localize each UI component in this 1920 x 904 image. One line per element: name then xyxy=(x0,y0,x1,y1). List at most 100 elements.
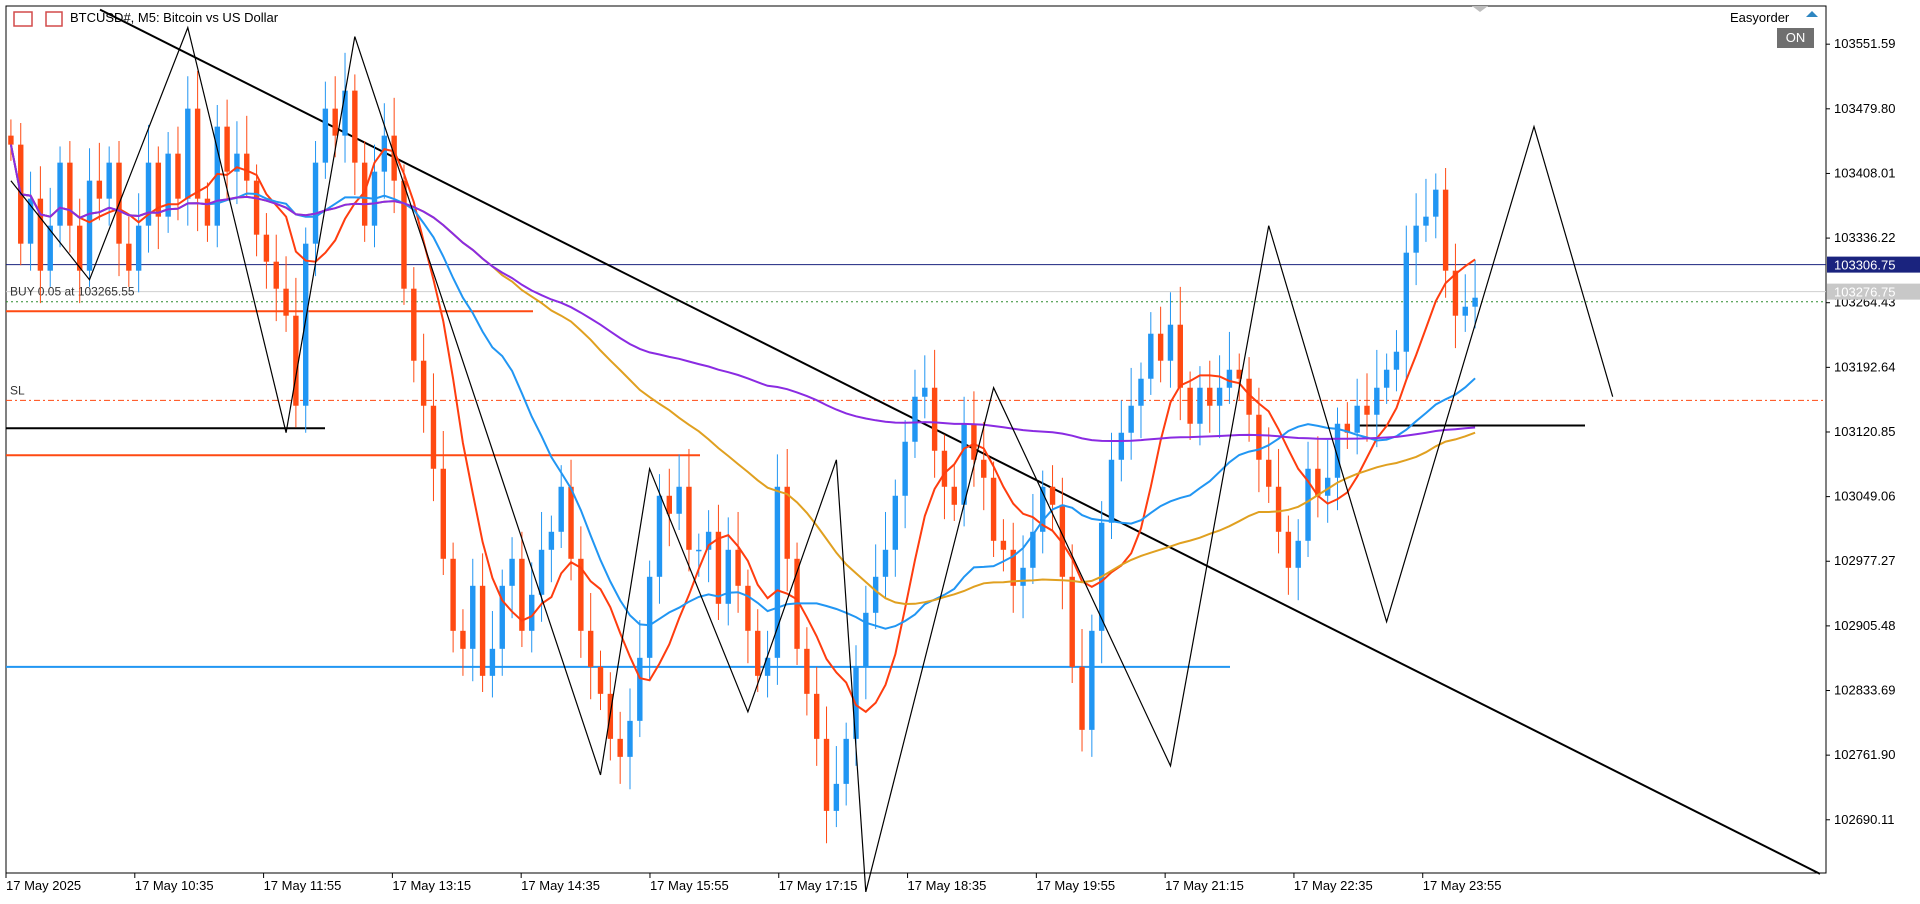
candle-body xyxy=(204,198,211,226)
candle-body xyxy=(1413,225,1419,253)
shift-marker-icon[interactable] xyxy=(1472,6,1488,12)
candle-body xyxy=(715,531,722,604)
y-tick-label: 103479.80 xyxy=(1834,101,1895,116)
x-tick-label: 17 May 11:55 xyxy=(264,878,342,893)
candle-body xyxy=(1138,378,1144,406)
candle-body xyxy=(1089,630,1095,730)
candle-body xyxy=(175,153,181,199)
candle-body xyxy=(430,405,437,469)
candle-body xyxy=(1108,459,1115,523)
candle-body xyxy=(1177,324,1183,388)
candle-body xyxy=(656,495,663,577)
x-tick-label: 17 May 13:15 xyxy=(392,878,471,893)
candle-body xyxy=(1472,297,1478,307)
candle-body xyxy=(1423,216,1429,226)
candle-body xyxy=(764,657,771,676)
candle-body xyxy=(145,162,152,226)
expert-status-badge[interactable]: ON xyxy=(1777,28,1814,48)
candle-body xyxy=(401,180,407,289)
candle-body xyxy=(185,108,191,199)
candle-body xyxy=(745,585,751,631)
candle-body xyxy=(106,162,112,199)
candle-body xyxy=(971,423,977,460)
candle-body xyxy=(1079,666,1085,730)
candle-body xyxy=(332,108,338,136)
candle-body xyxy=(961,423,967,505)
candle-body xyxy=(460,630,466,649)
y-tick-label: 103336.22 xyxy=(1834,230,1895,245)
price-tag-ask xyxy=(1827,283,1920,300)
price-tag-label-bid: 103306.75 xyxy=(1834,258,1895,273)
candle-body xyxy=(863,612,869,667)
candle-body xyxy=(263,234,270,262)
candle-body xyxy=(912,396,918,442)
candle-body xyxy=(1010,549,1016,586)
sl-label: SL xyxy=(10,383,25,397)
candle-body xyxy=(57,162,63,226)
candle-body xyxy=(843,738,849,784)
candle-body xyxy=(1207,387,1213,406)
candle-body xyxy=(646,576,653,658)
candle-body xyxy=(1305,468,1311,541)
buy-position-label: BUY 0.05 at 103265.55 xyxy=(10,285,135,299)
candle-body xyxy=(37,198,44,271)
x-tick-label: 17 May 21:15 xyxy=(1165,878,1244,893)
x-tick-label: 17 May 10:35 xyxy=(135,878,214,893)
candle-body xyxy=(981,459,987,478)
candle-body xyxy=(352,90,358,163)
candle-body xyxy=(833,783,840,811)
candle-body xyxy=(67,162,73,226)
candle-body xyxy=(244,153,250,181)
x-tick-label: 17 May 23:55 xyxy=(1423,878,1502,893)
expert-name: Easyorder xyxy=(1730,10,1790,25)
candle-body xyxy=(696,549,702,552)
candle-body xyxy=(755,630,761,676)
candle-body xyxy=(1324,477,1331,496)
candle-body xyxy=(1275,486,1282,532)
y-tick-label: 103192.64 xyxy=(1834,359,1895,374)
candle-body xyxy=(941,450,948,487)
candle-body xyxy=(342,90,348,136)
candle-body xyxy=(411,288,417,361)
candle-body xyxy=(676,486,682,514)
y-tick-label: 103408.01 xyxy=(1834,165,1895,180)
x-tick-label: 17 May 2025 xyxy=(6,878,81,893)
candle-body xyxy=(872,576,879,613)
candle-body xyxy=(1118,432,1125,460)
candle-body xyxy=(774,486,781,658)
candle-body xyxy=(1462,306,1468,316)
candle-body xyxy=(922,387,928,397)
candle-body xyxy=(1383,369,1390,388)
candle-body xyxy=(1157,333,1164,361)
candle-body xyxy=(214,126,220,226)
x-tick-label: 17 May 22:35 xyxy=(1294,878,1373,893)
candle-body xyxy=(283,288,289,316)
candle-body xyxy=(627,720,633,757)
candle-body xyxy=(1393,351,1400,370)
candle-body xyxy=(293,315,299,406)
candle-body xyxy=(135,225,142,271)
candle-body xyxy=(1354,405,1360,433)
candle-body xyxy=(489,648,496,676)
y-tick-label: 103049.06 xyxy=(1834,489,1895,504)
candle-body xyxy=(587,630,594,667)
candle-body xyxy=(155,162,162,217)
y-tick-label: 102833.69 xyxy=(1834,683,1895,698)
candle-body xyxy=(538,549,545,595)
expert-hat-icon xyxy=(1806,11,1818,17)
chart-menu-icon[interactable] xyxy=(13,11,33,27)
candle-body xyxy=(951,486,957,505)
candle-body xyxy=(1315,468,1321,496)
candle-body xyxy=(1334,423,1341,478)
candle-body xyxy=(499,585,505,649)
y-tick-label: 102690.11 xyxy=(1834,812,1895,827)
chart-window-icon[interactable] xyxy=(45,11,63,27)
y-tick-label: 102977.27 xyxy=(1834,553,1895,568)
candle-body xyxy=(1148,333,1154,379)
candle-body xyxy=(686,486,692,550)
candle-body xyxy=(1295,540,1301,568)
candle-body xyxy=(1364,405,1370,415)
candle-body xyxy=(361,162,368,226)
